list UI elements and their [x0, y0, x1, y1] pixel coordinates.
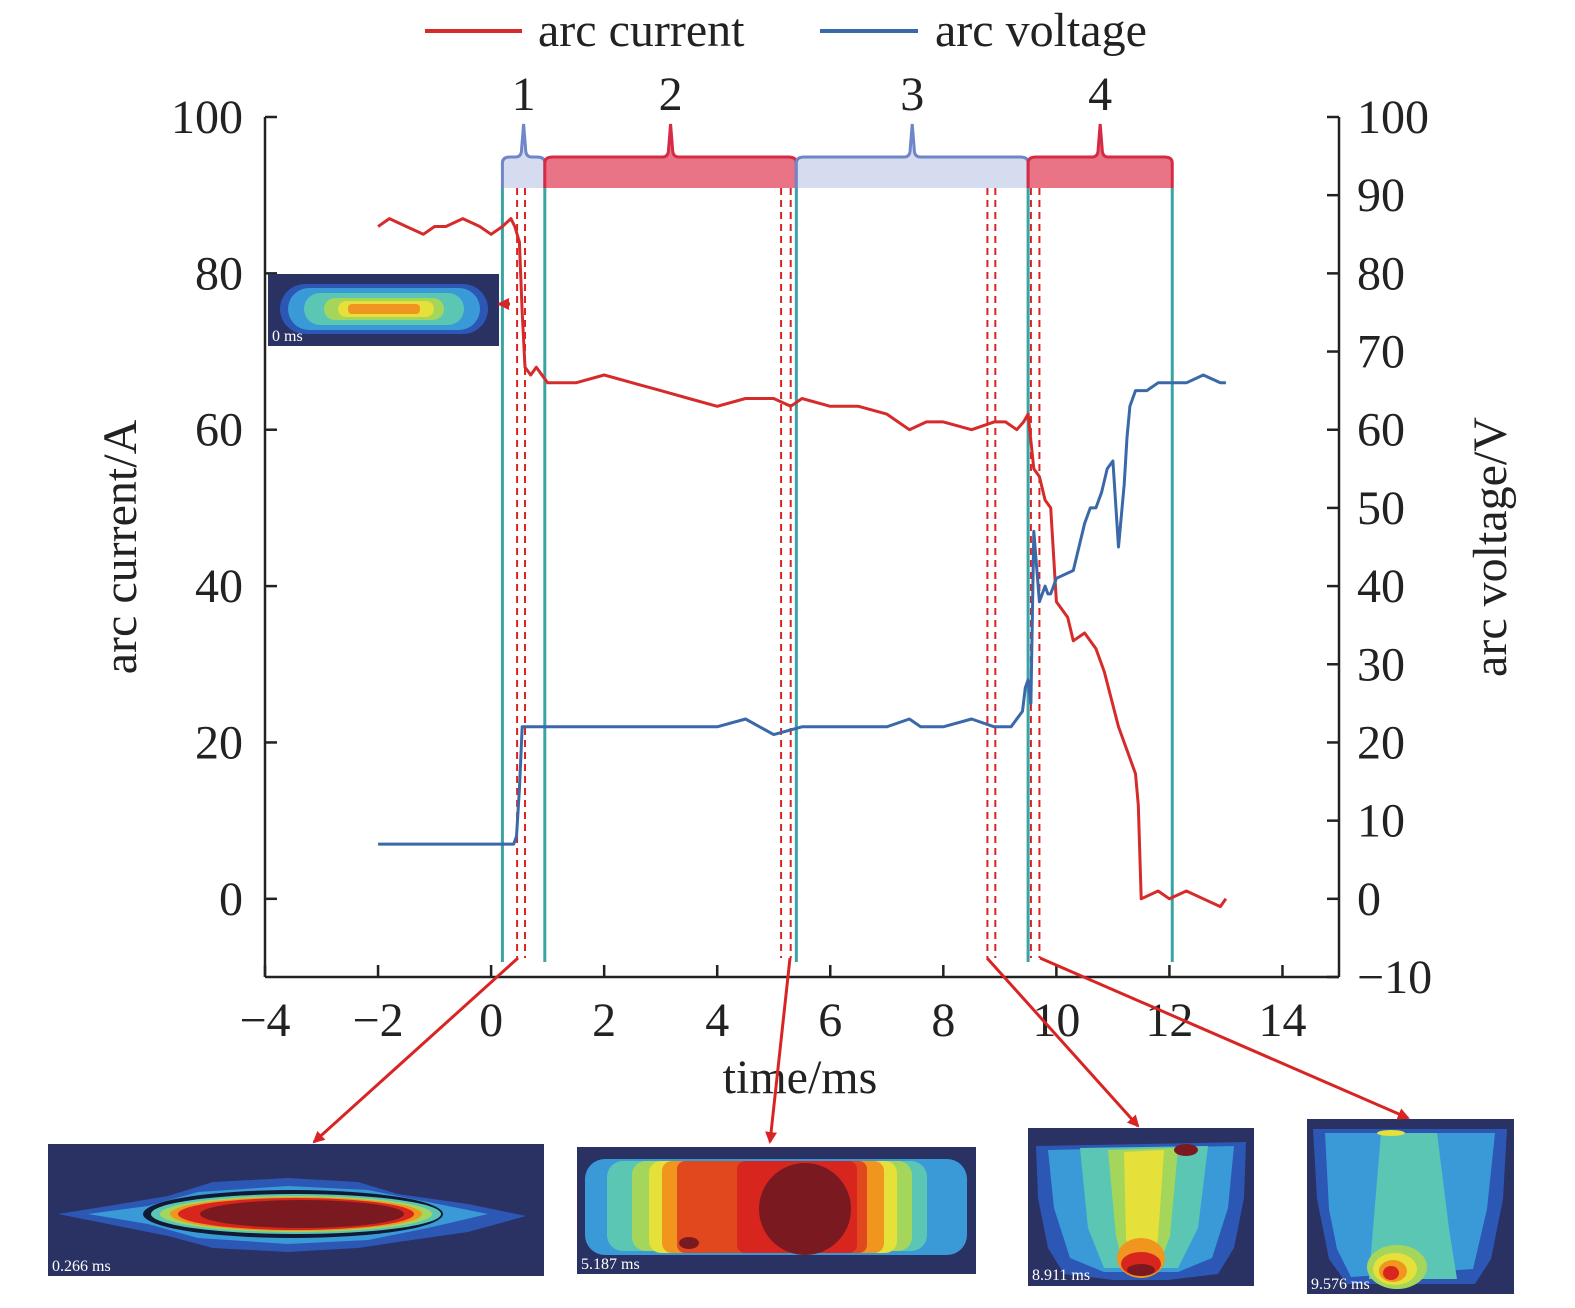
- x-axis-label: time/ms: [723, 1051, 878, 1104]
- phase-2-fill: [544, 124, 797, 188]
- y-left-tick-label: 40: [195, 560, 243, 613]
- y-left-tick-label: 0: [219, 873, 243, 926]
- y-axis-label-right: arc voltage/V: [1464, 417, 1517, 677]
- snapshot-1: 0.266 ms: [48, 1144, 544, 1276]
- phase-1-bracket: [500, 123, 547, 188]
- phase-3-label: 3: [900, 68, 924, 121]
- y-right-tick-label: 100: [1357, 91, 1429, 144]
- pointer-4: [1039, 956, 1410, 1120]
- x-tick-label: −4: [239, 994, 290, 1047]
- snapshot-3-time: 8.911 ms: [1032, 1267, 1090, 1284]
- phase-3-fill: [796, 124, 1029, 188]
- legend: arc current arc voltage: [425, 4, 1147, 57]
- pointer-3: [985, 956, 1140, 1128]
- series: [377, 217, 1228, 909]
- axes: [263, 117, 1341, 979]
- snapshot-2: 5.187 ms: [577, 1147, 976, 1274]
- snapshot-4: 9.576 ms: [1307, 1119, 1514, 1294]
- y-right-tick-label: 20: [1357, 716, 1405, 769]
- y-right-tick-label: 0: [1357, 873, 1381, 926]
- snapshot-markers: [516, 188, 1041, 958]
- x-tick-label: 10: [1032, 994, 1080, 1047]
- x-ticks: −4 −2 0 2 4 6 8 10 12 14: [239, 965, 1306, 1047]
- pointer-1: [312, 956, 520, 1144]
- phase-2-label: 2: [659, 68, 683, 121]
- y-right-tick-label: 30: [1357, 638, 1405, 691]
- x-tick-label: 14: [1258, 994, 1306, 1047]
- y-right-tick-label: 10: [1357, 795, 1405, 848]
- y-right-tick-label: 70: [1357, 326, 1405, 379]
- x-tick-label: 4: [705, 994, 729, 1047]
- x-tick-label: −2: [353, 994, 404, 1047]
- y-axis-label-left: arc current/A: [94, 419, 147, 674]
- phase-3-bracket: [794, 123, 1030, 188]
- x-tick-label: 0: [479, 994, 503, 1047]
- y-left-tick-label: 20: [195, 716, 243, 769]
- phase-4-bracket: [1026, 123, 1174, 188]
- phase-1-label: 1: [512, 68, 536, 121]
- y-right-tick-label: −10: [1357, 951, 1432, 1004]
- snapshot-4-time: 9.576 ms: [1311, 1276, 1370, 1293]
- snapshot-pointers: [312, 298, 1410, 1144]
- legend-label-current: arc current: [538, 4, 745, 57]
- y-right-tick-label: 90: [1357, 169, 1405, 222]
- phase-brackets: 1 2 3 4: [500, 68, 1174, 962]
- y-left-tick-label: 60: [195, 404, 243, 457]
- snapshot-0: 0 ms: [268, 274, 499, 346]
- phase-4-fill: [1028, 124, 1173, 188]
- y-right-tick-label: 50: [1357, 482, 1405, 535]
- snapshot-2-time: 5.187 ms: [581, 1256, 640, 1273]
- phase-4-label: 4: [1088, 68, 1112, 121]
- pointer-2: [765, 957, 792, 1144]
- snapshot-3: 8.911 ms: [1028, 1128, 1254, 1286]
- phase-1-fill: [502, 124, 545, 188]
- legend-label-voltage: arc voltage: [935, 4, 1147, 57]
- y-right-tick-label: 80: [1357, 247, 1405, 300]
- arc-current-line: [377, 217, 1228, 909]
- x-tick-label: 6: [818, 994, 842, 1047]
- y-ticks-left: 0 20 40 60 80 100: [171, 91, 277, 926]
- x-tick-label: 2: [592, 994, 616, 1047]
- snapshot-1-time: 0.266 ms: [52, 1258, 111, 1275]
- x-tick-label: 8: [931, 994, 955, 1047]
- y-ticks-right: −10 0 10 20 30 40 50 60 70 80 90 100: [1327, 91, 1432, 1004]
- snapshot-0-time: 0 ms: [272, 328, 303, 345]
- phase-2-bracket: [543, 123, 798, 188]
- y-left-tick-label: 80: [195, 247, 243, 300]
- y-right-tick-label: 60: [1357, 404, 1405, 457]
- y-right-tick-label: 40: [1357, 560, 1405, 613]
- arc-voltage-line: [378, 373, 1226, 846]
- y-left-tick-label: 100: [171, 91, 243, 144]
